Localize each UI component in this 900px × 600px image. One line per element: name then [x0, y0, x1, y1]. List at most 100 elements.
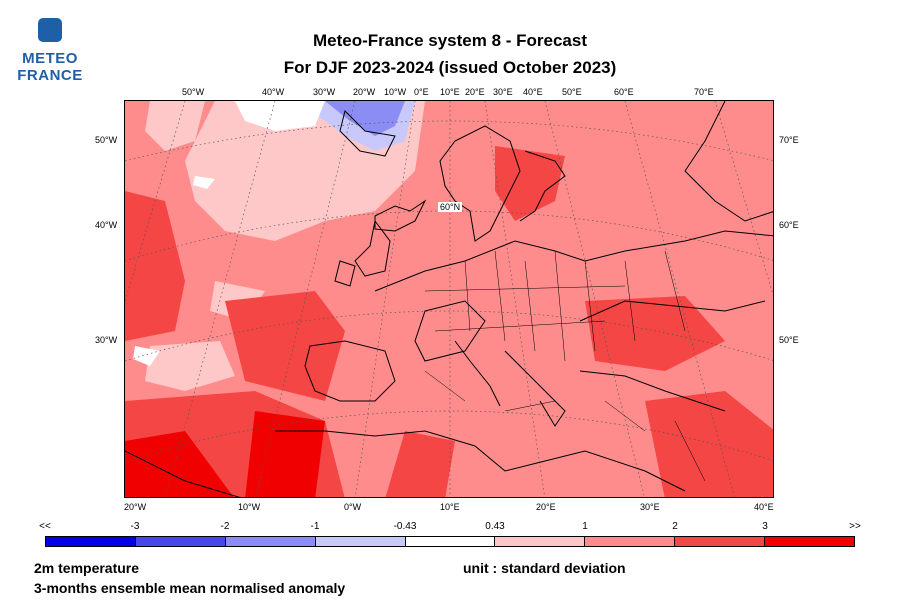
- colorbar-swatch: [46, 537, 135, 546]
- border-lines: [424, 370, 706, 482]
- anomaly-region-strong: [495, 146, 565, 221]
- anomaly-region-strong: [125, 191, 185, 341]
- logo-badge-icon: [38, 18, 62, 42]
- colorbar-label: -2: [220, 521, 230, 532]
- top-label: 60°E: [614, 87, 634, 97]
- colorbar-label: 0.43: [485, 521, 505, 532]
- colorbar-swatch: [674, 537, 765, 546]
- coastlines: [125, 101, 773, 497]
- anomaly-region-weak: [145, 101, 205, 151]
- top-label: 50°W: [182, 87, 205, 97]
- variable-label: 2m temperature: [34, 560, 140, 576]
- colorbar-label: -3: [130, 521, 140, 532]
- colorbar-swatch: [134, 537, 225, 546]
- coastline: [579, 300, 766, 322]
- coastline: [304, 340, 396, 402]
- right-label: 50°E: [779, 335, 799, 345]
- meteo-france-logo: METEO FRANCE: [14, 14, 86, 86]
- top-label: 30°E: [493, 87, 513, 97]
- coastline: [354, 219, 391, 277]
- top-label: 20°E: [465, 87, 485, 97]
- colorbar-label: 3: [762, 521, 768, 532]
- title-line2: For DJF 2023-2024 (issued October 2023): [283, 58, 617, 77]
- colorbar-label: >>: [849, 521, 861, 532]
- anomaly-region-neutral: [193, 176, 215, 189]
- coastline: [439, 125, 521, 242]
- bottom-label: 30°E: [640, 502, 660, 512]
- coastline: [684, 101, 773, 222]
- description-label: 3-months ensemble mean normalised anomal…: [34, 580, 346, 596]
- graticule-line: [714, 101, 773, 296]
- colorbar-swatch: [584, 537, 675, 546]
- colorbar-swatch: [404, 537, 495, 546]
- graticule: [125, 101, 773, 497]
- anomaly-region-extreme: [125, 431, 234, 497]
- anomaly-region-strong: [645, 391, 773, 497]
- colorbar-swatch: [224, 537, 315, 546]
- anomaly-region-extreme: [245, 411, 325, 497]
- top-label: 40°E: [523, 87, 543, 97]
- coastline: [275, 430, 686, 492]
- colorbar: [45, 536, 855, 547]
- graticule-line: [165, 101, 276, 497]
- graticule-line: [125, 101, 186, 302]
- bottom-label: 20°W: [124, 502, 147, 512]
- anomaly-region-strong: [385, 431, 455, 497]
- borders: [424, 250, 706, 482]
- coastline: [374, 199, 427, 232]
- bottom-label: 20°E: [536, 502, 556, 512]
- left-label: 30°W: [95, 335, 118, 345]
- coastline: [579, 370, 726, 412]
- anomaly-region-neutral: [235, 101, 325, 131]
- logo-line2: FRANCE: [17, 67, 83, 84]
- graticule-line: [125, 210, 773, 262]
- colorbar-label: -1: [310, 521, 320, 532]
- anomaly-map-svg: [125, 101, 773, 497]
- bottom-label: 10°E: [440, 502, 460, 512]
- coastline: [339, 110, 396, 157]
- colorbar-swatch: [764, 537, 855, 546]
- coastline: [414, 300, 486, 362]
- colorbar-label: 2: [672, 521, 678, 532]
- coastline: [374, 230, 773, 292]
- coastline: [125, 450, 241, 497]
- right-label: 60°E: [779, 220, 799, 230]
- anomaly-region-cold: [325, 101, 405, 136]
- top-label: 30°W: [313, 87, 336, 97]
- graticule-line: [125, 410, 773, 462]
- logo-line1: METEO: [22, 50, 78, 67]
- colorbar-swatch: [494, 537, 585, 546]
- unit-label: unit : standard deviation: [463, 560, 626, 576]
- coastline: [454, 340, 501, 407]
- graticule-line: [544, 101, 645, 497]
- coastline: [334, 260, 356, 287]
- graticule-line: [125, 120, 773, 162]
- top-label: 10°E: [440, 87, 460, 97]
- top-label: 20°W: [353, 87, 376, 97]
- anomaly-region-neutral: [133, 346, 160, 366]
- graticule-line: [624, 101, 735, 497]
- anomaly-region-strong: [225, 291, 345, 401]
- top-label: 70°E: [694, 87, 714, 97]
- left-label: 40°W: [95, 220, 118, 230]
- border-lines: [464, 250, 686, 362]
- anomaly-region-weak: [145, 341, 235, 391]
- top-label: 0°E: [414, 87, 429, 97]
- anomaly-region-strong: [585, 296, 725, 371]
- colorbar-swatch: [314, 537, 405, 546]
- right-label: 70°E: [779, 135, 799, 145]
- graticule-line: [125, 310, 773, 362]
- left-label: 50°W: [95, 135, 118, 145]
- border-lines: [424, 285, 626, 332]
- top-label: 50°E: [562, 87, 582, 97]
- top-label: 10°W: [384, 87, 407, 97]
- colorbar-label: <<: [39, 521, 51, 532]
- title-line1: Meteo-France system 8 - Forecast: [313, 31, 587, 50]
- top-label: 40°W: [262, 87, 285, 97]
- anomaly-map: 60°N: [124, 100, 774, 498]
- colorbar-label: 1: [582, 521, 588, 532]
- bottom-label: 0°W: [344, 502, 362, 512]
- coastline: [519, 150, 566, 222]
- colorbar-label: -0.43: [393, 521, 417, 532]
- bottom-label: 40°E: [754, 502, 774, 512]
